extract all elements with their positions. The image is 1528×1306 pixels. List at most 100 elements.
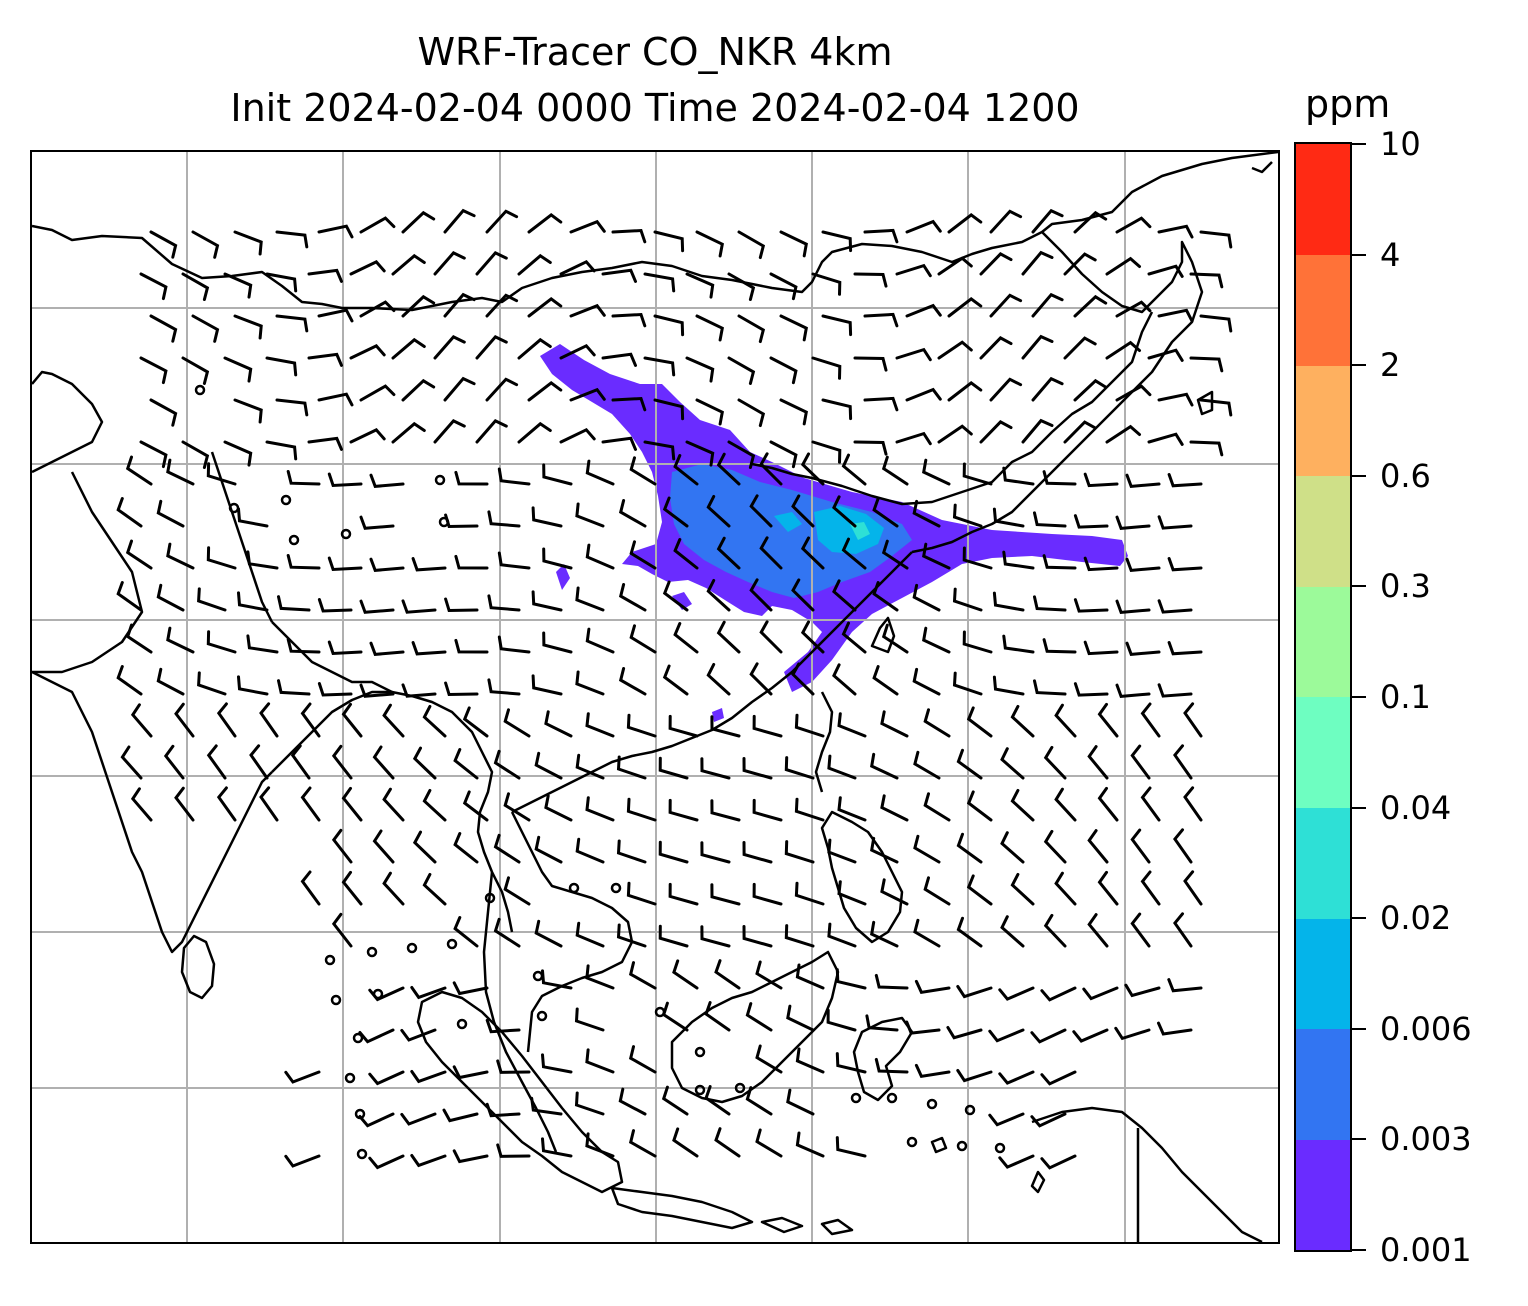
wind-barb — [1030, 1112, 1067, 1128]
wind-barb — [668, 798, 699, 822]
wind-barb — [485, 293, 519, 318]
colorbar-segment — [1296, 254, 1350, 366]
wind-barb — [668, 714, 699, 738]
wind-barb — [956, 748, 983, 780]
wind-barb — [391, 337, 426, 360]
wind-barb — [290, 744, 311, 780]
wind-barb — [752, 882, 783, 906]
wind-barb — [541, 1053, 573, 1074]
wind-barb — [742, 841, 773, 864]
calm-wind-circle — [964, 1104, 976, 1116]
wind-barb — [1189, 356, 1224, 373]
wind-barb — [542, 547, 573, 570]
wind-barb — [359, 300, 396, 318]
wind-barb — [349, 260, 386, 276]
wind-barb — [841, 453, 867, 486]
colorbar-tick — [1352, 696, 1366, 698]
wind-barb — [497, 551, 531, 570]
wind-barb — [937, 424, 973, 444]
wind-barb — [795, 1047, 825, 1074]
wind-barb — [559, 343, 596, 360]
wind-barb — [265, 272, 298, 293]
wind-barb — [368, 1154, 405, 1170]
wind-barb — [265, 356, 298, 377]
wind-barb — [872, 665, 899, 696]
wind-barb — [912, 583, 941, 612]
wind-barb — [1125, 557, 1161, 572]
wind-barb — [837, 796, 867, 822]
wind-barb — [341, 870, 363, 906]
wind-barb — [895, 347, 932, 362]
wind-barb — [661, 1085, 689, 1116]
wind-barb — [1097, 870, 1119, 906]
wind-barb — [249, 744, 269, 780]
wind-barb — [1087, 829, 1109, 864]
wind-barb — [139, 440, 168, 469]
wind-barb — [653, 398, 685, 421]
calm-wind-circle — [356, 1148, 368, 1160]
wind-barb — [585, 459, 615, 486]
wind-barb — [626, 797, 657, 822]
wind-barb — [827, 838, 857, 864]
calm-wind-circle — [484, 892, 496, 904]
wind-barb — [531, 506, 563, 528]
wind-barb — [454, 554, 489, 570]
wind-barb — [286, 470, 321, 486]
wind-barb — [433, 335, 466, 360]
wind-barb — [1105, 340, 1141, 360]
wind-barb — [905, 303, 942, 318]
wind-barb — [149, 398, 178, 427]
wind-barb — [779, 230, 808, 258]
wind-barb — [700, 841, 731, 864]
wind-barb — [989, 377, 1023, 402]
wind-barb — [349, 428, 386, 444]
wind-barb — [358, 1028, 395, 1044]
wind-barb — [795, 963, 825, 990]
wind-barb — [601, 436, 637, 451]
wind-barb — [410, 986, 447, 1000]
wind-barb — [1072, 1028, 1109, 1043]
wind-barb — [1021, 418, 1054, 444]
colorbar-tick — [1352, 1027, 1366, 1030]
wind-barb — [1115, 599, 1151, 614]
wind-barb — [1002, 634, 1035, 654]
wind-barb — [442, 1108, 479, 1123]
wind-barb — [246, 550, 279, 570]
wind-barb — [853, 356, 888, 372]
wind-barb — [643, 272, 676, 293]
colorbar-tick-label: 0.001 — [1380, 1231, 1472, 1269]
wind-barb — [531, 590, 563, 612]
calm-wind-circle — [694, 1084, 706, 1096]
wind-barb — [745, 1002, 773, 1032]
wind-barb — [400, 1028, 437, 1042]
wind-barb — [821, 314, 853, 337]
wind-barb — [372, 829, 395, 864]
wind-barb — [454, 638, 489, 654]
wind-barb — [341, 702, 363, 738]
wind-barb — [784, 924, 815, 948]
wind-barb — [1002, 550, 1035, 570]
wind-barb — [1063, 336, 1097, 360]
wind-barb — [947, 297, 983, 318]
colorbar-tick — [1352, 143, 1366, 145]
wind-barb — [527, 381, 563, 402]
wind-barb — [156, 667, 185, 696]
wind-barb — [835, 1052, 867, 1074]
wind-barb — [575, 670, 605, 696]
colorbar-tick — [1352, 806, 1366, 809]
wind-barb — [1010, 788, 1035, 822]
wind-barb — [1040, 1154, 1077, 1170]
wind-barb — [485, 209, 519, 234]
wind-barb — [832, 579, 857, 612]
wind-barb — [752, 798, 783, 822]
wind-barb — [1073, 210, 1108, 234]
wind-barb — [259, 786, 279, 822]
coastline-malay-peninsula — [482, 871, 558, 1153]
wind-barb — [1000, 831, 1025, 864]
wind-barb — [1130, 744, 1151, 780]
wind-barb — [923, 792, 951, 822]
wind-barb — [794, 713, 825, 738]
wind-barb — [658, 756, 689, 780]
colorbar-segment — [1296, 475, 1350, 587]
wind-barb — [966, 706, 993, 738]
